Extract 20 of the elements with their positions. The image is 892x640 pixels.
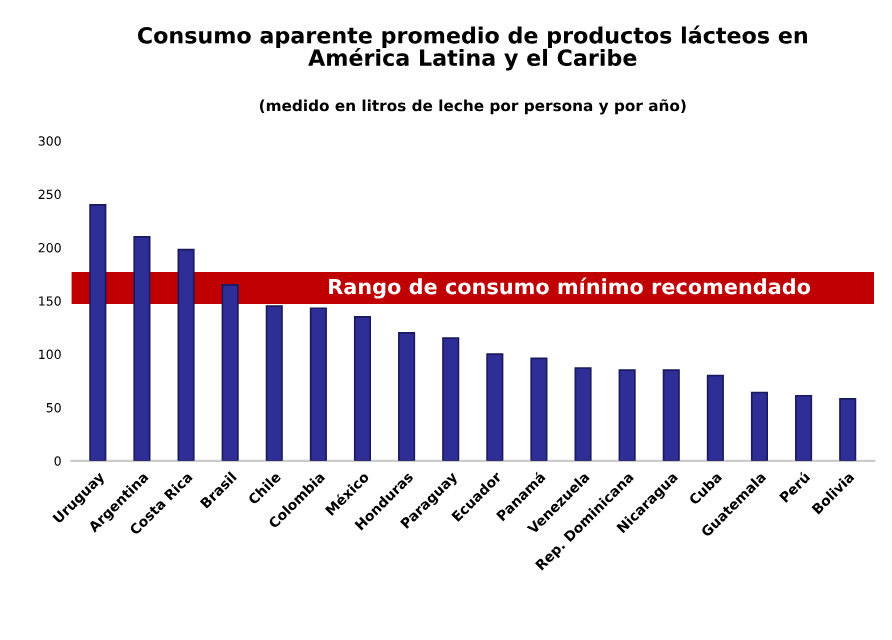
- bar: [89, 203, 107, 461]
- band-label: Rango de consumo mínimo recomendado: [329, 277, 811, 299]
- bar: [795, 394, 813, 461]
- bar: [574, 367, 592, 461]
- bar: [486, 353, 504, 461]
- bar: [309, 307, 327, 461]
- bar: [706, 374, 724, 461]
- bar: [618, 369, 636, 461]
- bar: [750, 391, 769, 461]
- bar: [530, 357, 548, 461]
- bar: [265, 305, 283, 461]
- bar: [398, 331, 416, 461]
- bar: [177, 248, 195, 461]
- bar: [442, 337, 460, 461]
- bar: [662, 369, 680, 461]
- bar: [353, 315, 372, 461]
- bar: [133, 235, 151, 461]
- bar: [839, 398, 857, 461]
- chart-title: Consumo aparente promedio de productos lácteos en América Latina y el Caribe: [137, 25, 807, 71]
- bar: [221, 283, 239, 461]
